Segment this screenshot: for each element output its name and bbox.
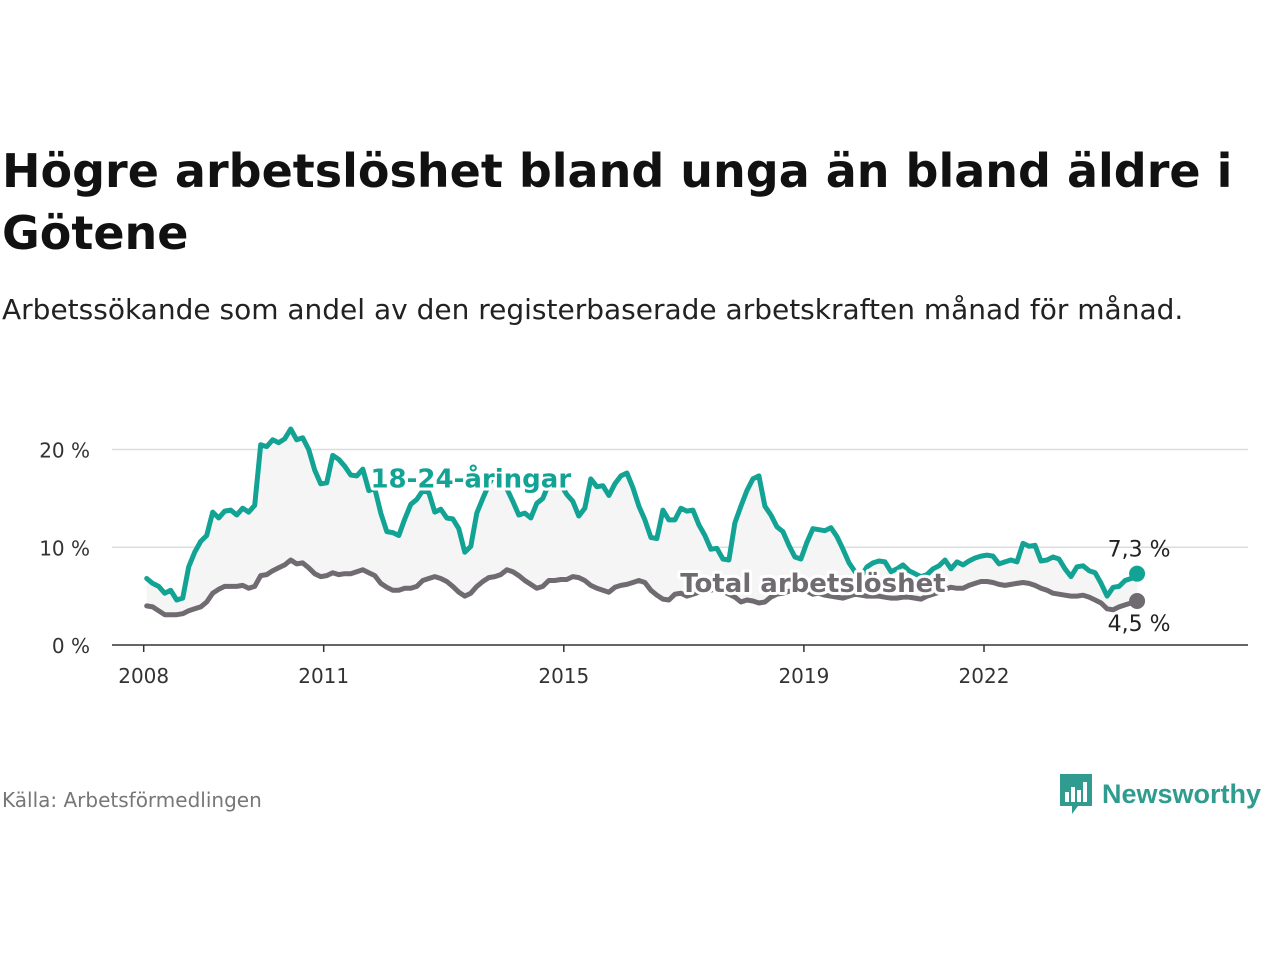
x-axis-ticks: 2008 2011 2015 2019 2022: [118, 645, 1009, 688]
x-tick-label-2011: 2011: [298, 664, 349, 688]
x-tick-label-2019: 2019: [778, 664, 829, 688]
x-tick-label-2015: 2015: [538, 664, 589, 688]
chart-subtitle: Arbetssökande som andel av den registerb…: [2, 293, 1184, 326]
newsworthy-logo: Newsworthy: [1058, 772, 1261, 816]
x-tick-label-2022: 2022: [959, 664, 1010, 688]
total-end-marker: [1129, 593, 1146, 610]
total-unemployment-line: [144, 557, 1140, 618]
brand-name: Newsworthy: [1102, 778, 1262, 809]
chart-title: Högre arbetslöshet bland unga än bland ä…: [2, 144, 1233, 260]
total-series-label: Total arbetslöshet: [680, 569, 945, 599]
y-tick-label-20: 20 %: [39, 439, 90, 463]
youth-end-value-label: 7,3 %: [1108, 538, 1171, 563]
youth-end-marker: [1129, 565, 1146, 582]
difference-band: [146, 429, 1138, 615]
newsworthy-chart-icon: [1060, 774, 1092, 814]
y-tick-label-10: 10 %: [39, 536, 90, 560]
total-end-value-label: 4,5 %: [1108, 612, 1171, 637]
youth-unemployment-line: [144, 426, 1140, 603]
y-tick-label-0: 0 %: [52, 634, 90, 658]
line-chart: 2008 2011 2015 2019 2022 0 % 10 % 20 % 18-24-å…: [39, 426, 1248, 688]
youth-series-label: 18-24-åringar: [370, 463, 571, 495]
y-axis-labels: 0 % 10 % 20 %: [39, 439, 90, 658]
x-tick-label-2008: 2008: [118, 664, 169, 688]
source-note: Källa: Arbetsförmedlingen: [2, 788, 262, 812]
